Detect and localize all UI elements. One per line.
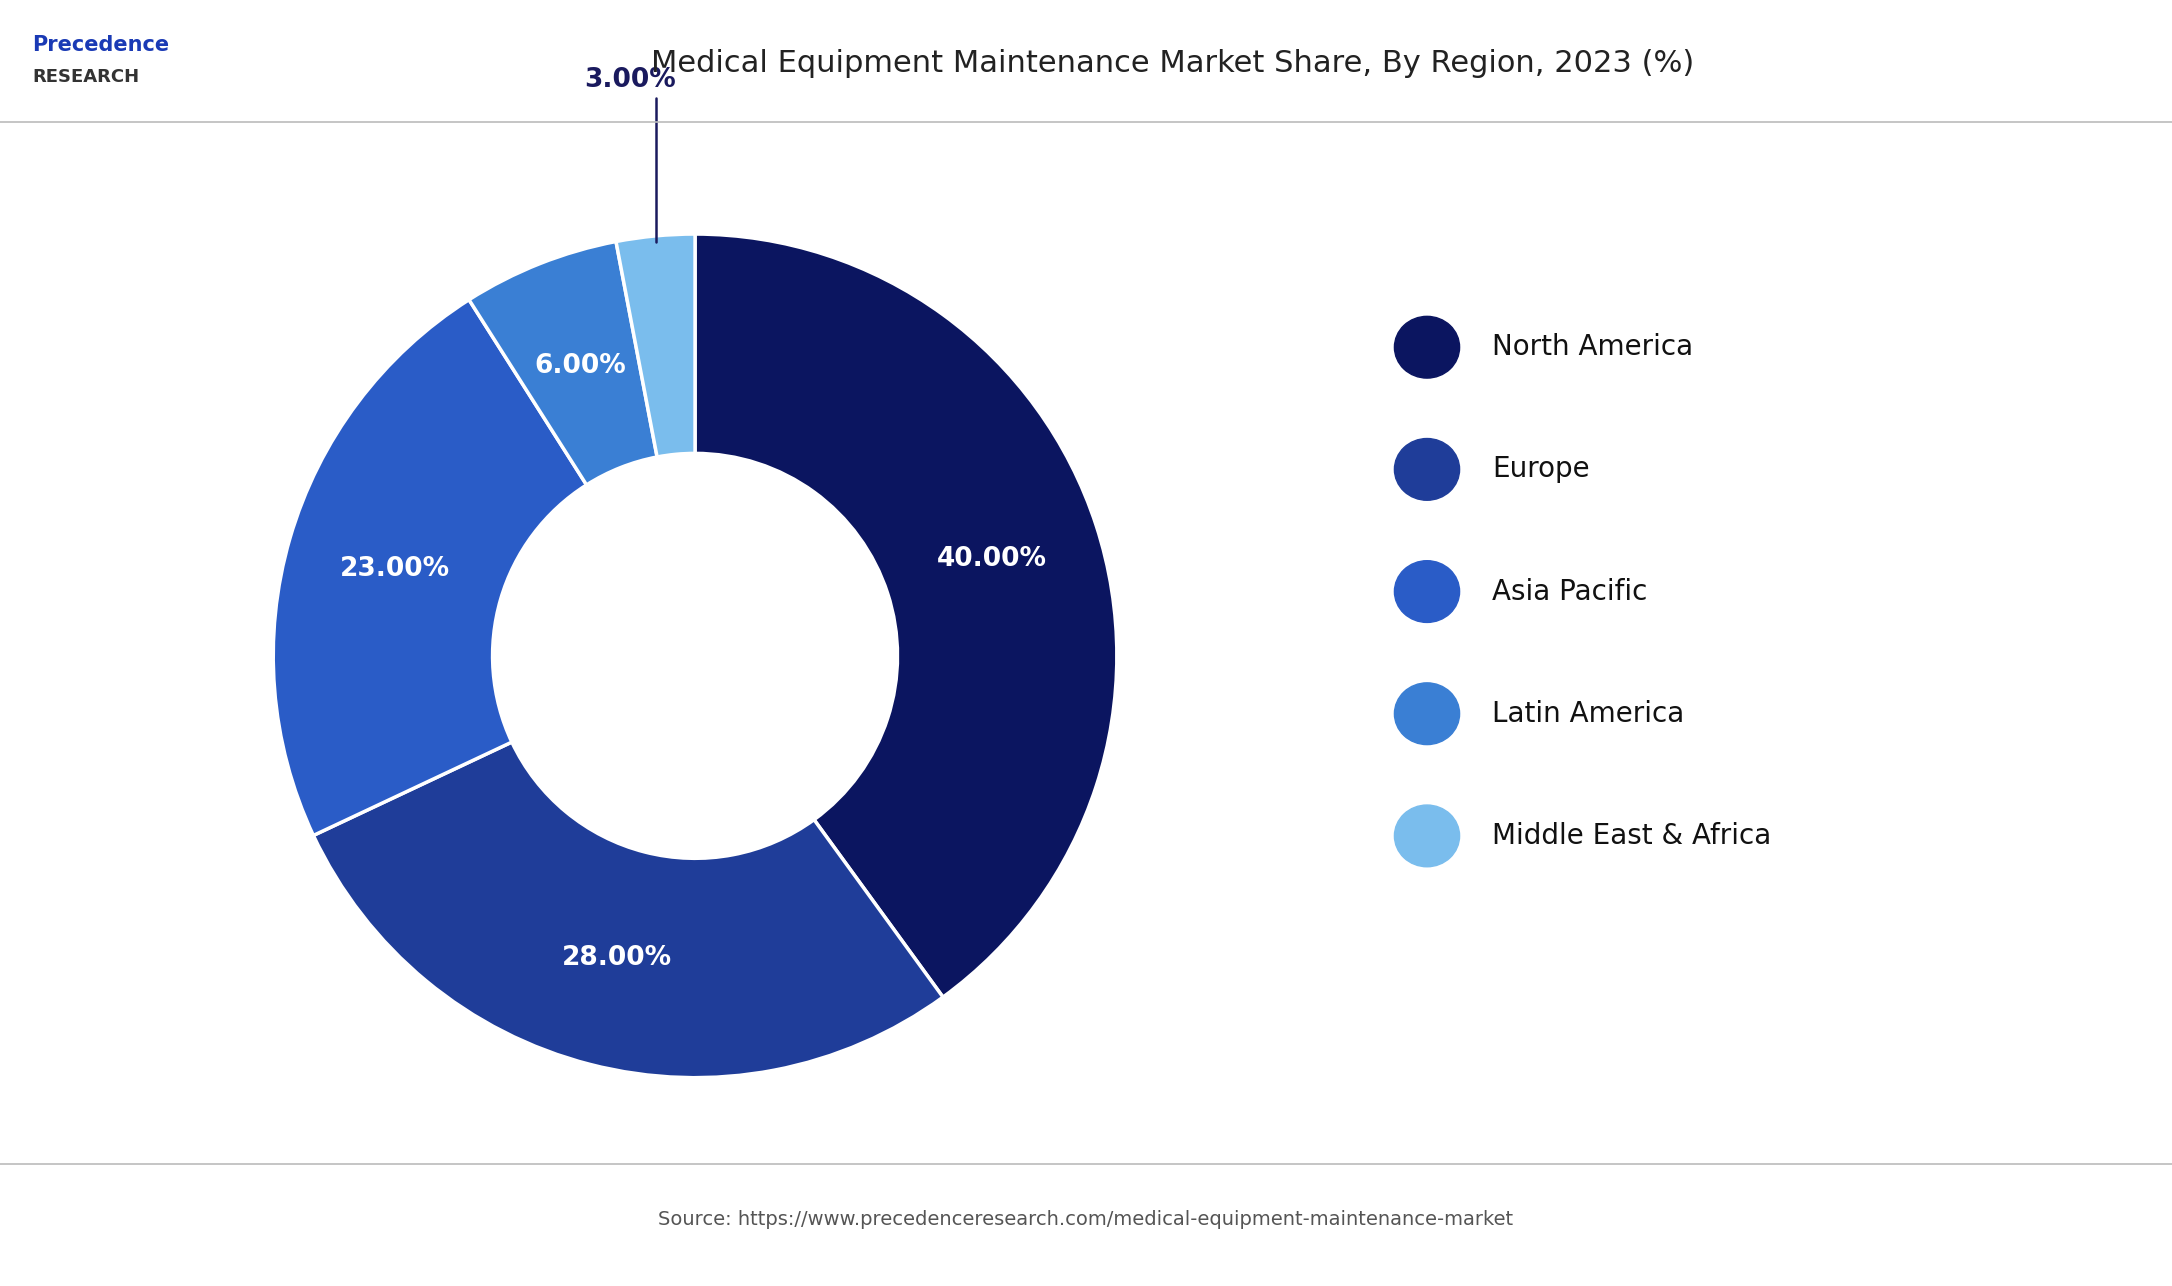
Text: RESEARCH: RESEARCH (33, 68, 139, 86)
Text: Latin America: Latin America (1492, 700, 1685, 728)
Text: 3.00%: 3.00% (584, 67, 675, 242)
Text: 28.00%: 28.00% (563, 945, 673, 971)
Wedge shape (469, 242, 658, 485)
Text: Source: https://www.precedenceresearch.com/medical-equipment-maintenance-market: Source: https://www.precedenceresearch.c… (658, 1210, 1514, 1228)
Wedge shape (274, 300, 586, 836)
Text: Medical Equipment Maintenance Market Share, By Region, 2023 (%): Medical Equipment Maintenance Market Sha… (652, 49, 1694, 77)
Text: Europe: Europe (1492, 455, 1590, 484)
Wedge shape (313, 742, 943, 1078)
Text: Precedence: Precedence (33, 35, 169, 55)
Text: 40.00%: 40.00% (936, 547, 1047, 572)
Wedge shape (617, 234, 695, 457)
Text: 6.00%: 6.00% (534, 352, 626, 378)
Wedge shape (695, 234, 1116, 997)
Text: Asia Pacific: Asia Pacific (1492, 577, 1649, 606)
Text: Middle East & Africa: Middle East & Africa (1492, 822, 1772, 850)
Text: 23.00%: 23.00% (341, 556, 450, 581)
Text: North America: North America (1492, 333, 1694, 361)
